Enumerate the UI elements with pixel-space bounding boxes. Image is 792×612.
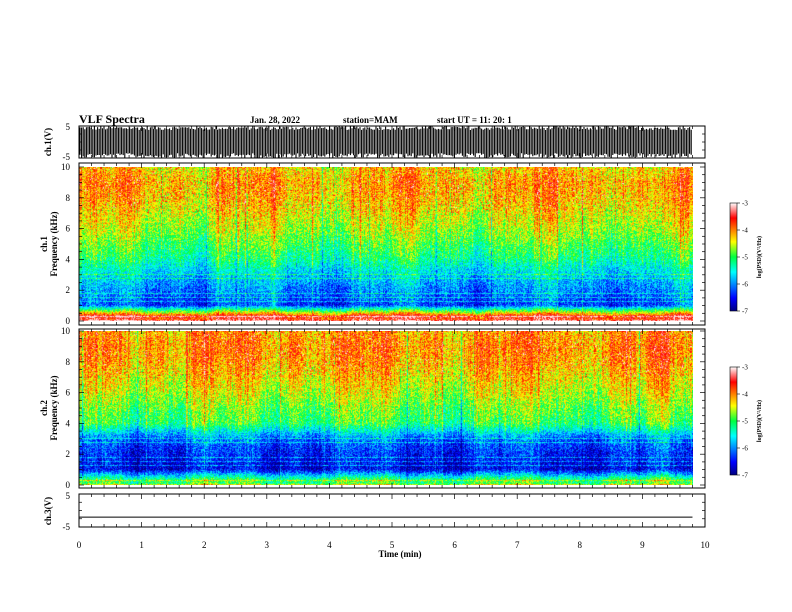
ch1-waveform-panel: 5 -5 ch.1(V) [43, 122, 706, 162]
ch1-colorbar-label: log(PSD)(V²/Hz) [756, 236, 763, 278]
freq-tick-label: 8 [66, 193, 71, 203]
ch1-colorbar [729, 202, 738, 312]
colorbar-tick-label: -4 [742, 391, 748, 399]
freq-tick-label: 2 [66, 449, 71, 459]
ch3-waveform-ylabel: ch.3(V) [43, 497, 53, 525]
ch1-colorbar-ticks: -3 -4 -5 -6 -7 [737, 200, 748, 316]
ch2-freq-ticks: 0 2 4 6 8 10 [61, 326, 705, 490]
x-tick-label: 6 [452, 540, 457, 550]
colorbar-tick-label: -6 [742, 445, 748, 453]
ch2-spectrogram-ylabel-channel: ch.2 [39, 400, 49, 416]
colorbar-tick-label: -3 [742, 200, 748, 208]
ch2-spectrogram-ylabel-freq: Frequency (kHz) [49, 375, 59, 440]
colorbar-tick-label: -6 [742, 281, 748, 289]
x-tick-label: 8 [578, 540, 583, 550]
ch2-colorbar-label: log(PSD)(V²/Hz) [756, 400, 763, 442]
ch3-waveform-panel: 5 -5 ch.3(V) [43, 491, 706, 532]
colorbar-tick-label: -7 [742, 472, 748, 480]
freq-tick-label: 6 [66, 224, 71, 234]
freq-tick-label: 8 [66, 357, 71, 367]
ch1-spectrogram-ylabel-freq: Frequency (kHz) [49, 211, 59, 276]
time-axis-ticks [78, 125, 706, 528]
ch3-ytick-top: 5 [66, 491, 71, 501]
freq-tick-label: 6 [66, 388, 71, 398]
ch1-waveform-ylabel: ch.1(V) [43, 128, 53, 156]
x-tick-label: 4 [327, 540, 332, 550]
x-tick-label: 0 [77, 540, 82, 550]
freq-tick-label: 0 [66, 480, 71, 490]
x-axis-label: Time (min) [378, 549, 421, 559]
header-date: Jan. 28, 2022 [250, 115, 301, 125]
colorbar-tick-label: -5 [742, 418, 748, 426]
x-tick-label: 3 [265, 540, 270, 550]
ch1-ytick-bottom: -5 [63, 152, 71, 162]
colorbar-tick-label: -3 [742, 364, 748, 372]
ch2-spectrogram-image [79, 331, 693, 485]
x-tick-label: 5 [390, 540, 395, 550]
x-tick-label: 1 [139, 540, 144, 550]
x-tick-label: 2 [202, 540, 207, 550]
colorbar-tick-label: -7 [742, 308, 748, 316]
freq-tick-label: 4 [66, 418, 71, 428]
freq-tick-label: 0 [66, 316, 71, 326]
ch1-freq-ticks: 0 2 4 6 8 10 [61, 162, 705, 326]
ch1-ytick-top: 5 [66, 122, 71, 132]
ch1-waveform-trace [79, 126, 692, 158]
colorbar-tick-label: -4 [742, 227, 748, 235]
x-tick-label: 7 [515, 540, 520, 550]
ch2-colorbar [729, 366, 738, 476]
ch2-colorbar-ticks: -3 -4 -5 -6 -7 [737, 364, 748, 480]
ch1-spectrogram-image [79, 167, 693, 321]
freq-tick-label: 10 [61, 326, 71, 336]
colorbar-tick-label: -5 [742, 254, 748, 262]
time-axis-tick-labels: 0 1 2 3 4 5 6 7 8 9 10 [77, 540, 710, 550]
header-start-time: start UT = 11: 20: 1 [437, 115, 512, 125]
freq-tick-label: 2 [66, 285, 71, 295]
freq-tick-label: 10 [61, 162, 71, 172]
header-station: station=MAM [343, 115, 398, 125]
x-tick-label: 9 [640, 540, 645, 550]
x-tick-label: 10 [701, 540, 711, 550]
chart-title: VLF Spectra [79, 112, 145, 126]
freq-tick-label: 4 [66, 254, 71, 264]
ch1-spectrogram-ylabel-channel: ch.1 [39, 236, 49, 252]
ch1-waveform-bursts [79, 126, 692, 158]
ch3-ytick-bottom: -5 [63, 522, 71, 532]
